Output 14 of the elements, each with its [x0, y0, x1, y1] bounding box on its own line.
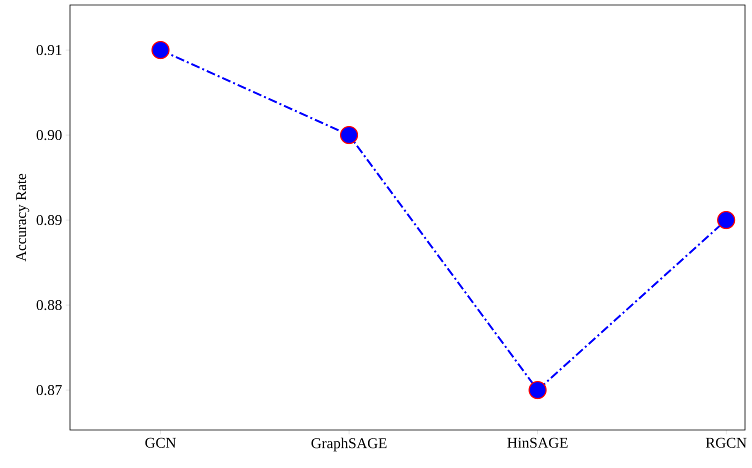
y-tick-label: 0.87 — [36, 384, 62, 396]
y-tick-label: 0.91 — [36, 44, 62, 56]
y-tick-label: 0.88 — [36, 300, 62, 310]
point — [528, 380, 547, 400]
point — [340, 126, 358, 144]
point — [151, 40, 170, 60]
y-tick-label: 0.89 — [36, 214, 62, 226]
point — [717, 210, 736, 230]
y-axis-title: Accuracy Rate — [16, 174, 30, 262]
x-tick-label: HinSAGE — [507, 438, 568, 448]
x-tick-label: GraphSAGE — [311, 438, 386, 452]
y-tick-label: 0.90 — [36, 130, 62, 140]
x-tick-label: GCN — [145, 438, 176, 448]
x-tick-label: RGCN — [706, 438, 747, 448]
